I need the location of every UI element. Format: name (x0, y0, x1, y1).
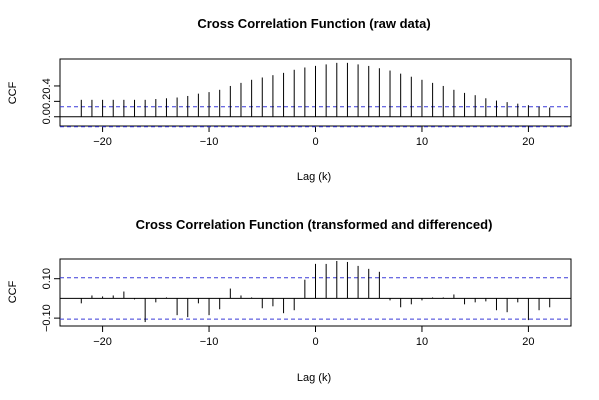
ccf-bars (60, 260, 571, 323)
y-tick-label: −0.10 (41, 304, 53, 332)
y-axis-label: CCF (7, 81, 19, 104)
x-tick-label: 20 (522, 336, 534, 348)
y-tick-label: 0.10 (41, 268, 53, 289)
x-tick-label: −10 (200, 336, 219, 348)
y-tick-label: 0.2 (41, 94, 53, 109)
x-tick-label: 0 (312, 136, 318, 148)
y-axis-label: CCF (7, 280, 19, 303)
x-tick-label: −20 (93, 136, 112, 148)
x-tick-label: 20 (522, 136, 534, 148)
x-tick-label: −20 (93, 336, 112, 348)
chart-panel-raw: Cross Correlation Function (raw data) −2… (7, 16, 572, 183)
x-tick-label: −10 (200, 136, 219, 148)
x-tick-label: 10 (416, 136, 428, 148)
ccf-bars (60, 62, 571, 128)
chart-panel-transformed: Cross Correlation Function (transformed … (7, 217, 572, 384)
chart-title: Cross Correlation Function (raw data) (197, 16, 430, 31)
chart-title: Cross Correlation Function (transformed … (136, 217, 493, 232)
y-tick-label: 0.4 (41, 78, 53, 93)
x-axis-label: Lag (k) (297, 372, 331, 384)
y-tick-label: 0.0 (41, 109, 53, 124)
x-tick-label: 0 (312, 336, 318, 348)
x-tick-label: 10 (416, 336, 428, 348)
axis-ticks: −20 −10 0 10 20 −0.10 0.10 (41, 268, 535, 348)
axis-ticks: −20 −10 0 10 20 0.00.20.4 (41, 78, 535, 148)
x-axis-label: Lag (k) (297, 171, 331, 183)
